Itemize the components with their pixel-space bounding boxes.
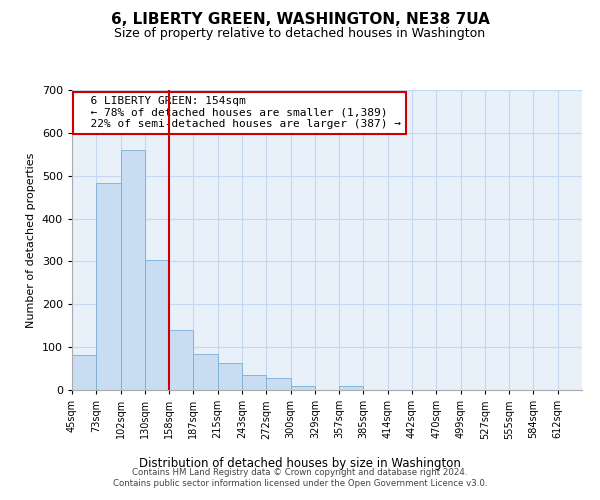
Bar bbox=[145, 260, 169, 390]
Bar bbox=[266, 378, 290, 390]
Text: Size of property relative to detached houses in Washington: Size of property relative to detached ho… bbox=[115, 28, 485, 40]
Bar bbox=[96, 182, 121, 390]
Text: Contains HM Land Registry data © Crown copyright and database right 2024.
Contai: Contains HM Land Registry data © Crown c… bbox=[113, 468, 487, 487]
Text: 6 LIBERTY GREEN: 154sqm
  ← 78% of detached houses are smaller (1,389)
  22% of : 6 LIBERTY GREEN: 154sqm ← 78% of detache… bbox=[77, 96, 401, 129]
Y-axis label: Number of detached properties: Number of detached properties bbox=[26, 152, 36, 328]
Text: Distribution of detached houses by size in Washington: Distribution of detached houses by size … bbox=[139, 458, 461, 470]
Bar bbox=[218, 363, 242, 390]
Bar bbox=[339, 386, 364, 390]
Bar bbox=[121, 150, 145, 390]
Text: 6, LIBERTY GREEN, WASHINGTON, NE38 7UA: 6, LIBERTY GREEN, WASHINGTON, NE38 7UA bbox=[110, 12, 490, 28]
Bar bbox=[193, 354, 218, 390]
Bar bbox=[72, 355, 96, 390]
Bar bbox=[242, 375, 266, 390]
Bar bbox=[290, 386, 315, 390]
Bar bbox=[169, 330, 193, 390]
